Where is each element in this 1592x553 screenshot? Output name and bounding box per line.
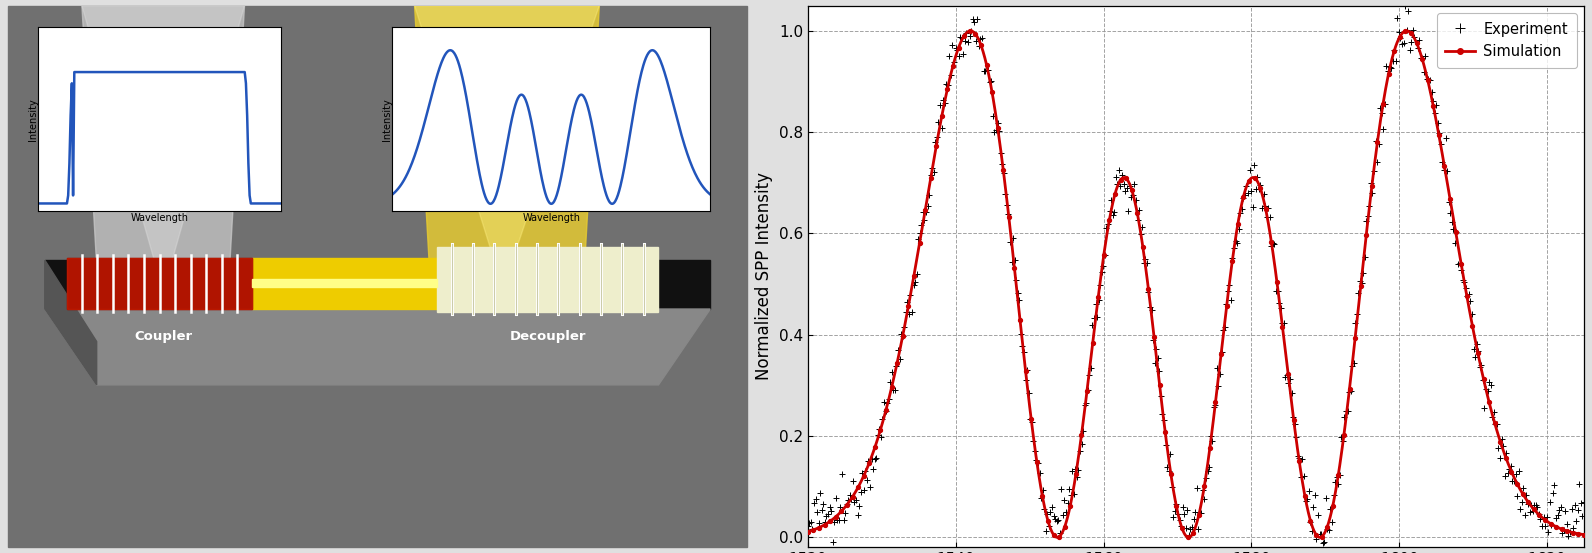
- Simulation: [877, 406, 896, 413]
- Simulation: [960, 28, 979, 34]
- Experiment: [1167, 501, 1186, 508]
- Simulation: [938, 85, 957, 92]
- Text: Decoupler: Decoupler: [509, 330, 586, 343]
- Simulation: [1574, 531, 1592, 538]
- Polygon shape: [414, 6, 599, 265]
- Polygon shape: [81, 6, 245, 265]
- Polygon shape: [81, 6, 245, 265]
- Simulation: [826, 514, 845, 520]
- Line: Experiment: Experiment: [806, 0, 1587, 546]
- Experiment: [1218, 288, 1237, 295]
- Experiment: [1574, 498, 1592, 505]
- Simulation: [1127, 210, 1146, 217]
- Experiment: [1261, 214, 1280, 221]
- Polygon shape: [252, 279, 436, 288]
- Polygon shape: [45, 309, 710, 385]
- Legend: Experiment, Simulation: Experiment, Simulation: [1436, 13, 1576, 67]
- Simulation: [1178, 534, 1197, 540]
- Polygon shape: [414, 6, 599, 265]
- Simulation: [798, 528, 817, 535]
- Experiment: [1313, 540, 1333, 546]
- Experiment: [798, 522, 817, 529]
- Simulation: [1194, 483, 1213, 489]
- Experiment: [1559, 533, 1578, 540]
- Polygon shape: [45, 260, 97, 385]
- Polygon shape: [252, 258, 436, 309]
- Polygon shape: [67, 258, 252, 309]
- Polygon shape: [45, 260, 710, 309]
- Simulation: [842, 493, 861, 500]
- Experiment: [1406, 0, 1425, 1]
- Y-axis label: Normalized SPP Intensity: Normalized SPP Intensity: [755, 173, 774, 380]
- Text: Coupler: Coupler: [134, 330, 193, 343]
- Line: Simulation: Simulation: [806, 29, 1586, 539]
- Experiment: [1172, 523, 1191, 529]
- Polygon shape: [67, 258, 252, 309]
- Polygon shape: [436, 247, 659, 312]
- Experiment: [1438, 168, 1457, 175]
